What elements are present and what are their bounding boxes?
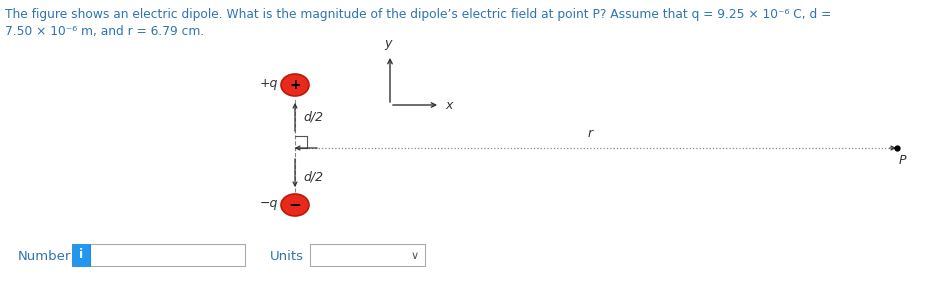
FancyBboxPatch shape bbox=[90, 244, 245, 266]
FancyBboxPatch shape bbox=[72, 244, 90, 266]
FancyBboxPatch shape bbox=[310, 244, 424, 266]
Text: ∨: ∨ bbox=[410, 251, 419, 261]
Text: y: y bbox=[384, 37, 392, 50]
Text: −: − bbox=[289, 197, 301, 212]
Text: d/2: d/2 bbox=[303, 170, 323, 183]
Text: The figure shows an electric dipole. What is the magnitude of the dipole’s elect: The figure shows an electric dipole. Wha… bbox=[5, 8, 831, 21]
Ellipse shape bbox=[280, 194, 309, 216]
Text: +q: +q bbox=[259, 77, 277, 90]
Text: d/2: d/2 bbox=[303, 110, 323, 123]
Text: i: i bbox=[79, 249, 83, 262]
Text: −q: −q bbox=[259, 197, 277, 210]
Text: r: r bbox=[586, 127, 592, 140]
Text: +: + bbox=[289, 78, 301, 92]
Text: x: x bbox=[445, 99, 452, 112]
Text: Number: Number bbox=[18, 249, 71, 262]
Ellipse shape bbox=[280, 74, 309, 96]
Text: Units: Units bbox=[270, 249, 303, 262]
Text: 7.50 × 10⁻⁶ m, and r = 6.79 cm.: 7.50 × 10⁻⁶ m, and r = 6.79 cm. bbox=[5, 25, 204, 38]
Text: P: P bbox=[898, 154, 906, 167]
